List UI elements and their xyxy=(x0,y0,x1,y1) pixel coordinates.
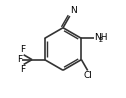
Text: N: N xyxy=(70,6,76,15)
Text: Cl: Cl xyxy=(83,71,92,80)
Text: NH: NH xyxy=(94,33,108,42)
Text: F: F xyxy=(17,55,22,64)
Text: F: F xyxy=(21,45,26,54)
Text: F: F xyxy=(21,65,26,74)
Text: 2: 2 xyxy=(98,38,103,44)
